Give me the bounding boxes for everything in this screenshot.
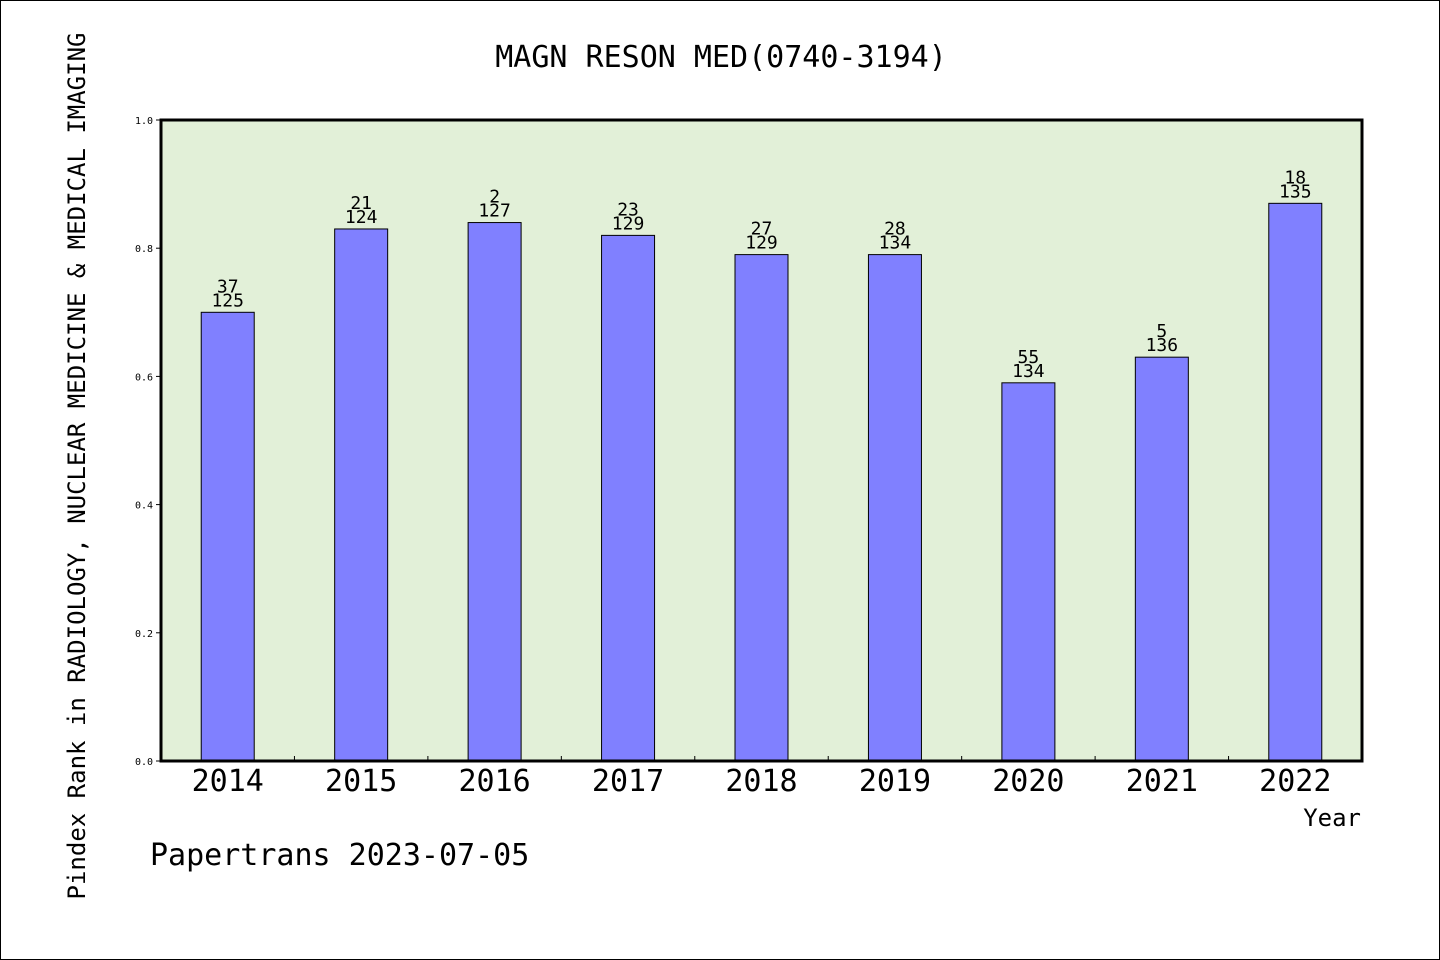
bar-2015 (334, 228, 389, 762)
bar-label-top-2014: 37 (217, 276, 239, 297)
x-tick-label-2014: 2014 (192, 764, 264, 799)
x-tick-label-2022: 2022 (1259, 764, 1331, 799)
bar-label-bottom-2020: 134 (1012, 361, 1045, 382)
y-axis-label: Pindex Rank in RADIOLOGY, NUCLEAR MEDICI… (63, 33, 91, 900)
y-ticks-group: 0.0 0.2 0.4 0.6 0.8 1.0 (135, 116, 161, 768)
x-tick-label-2021: 2021 (1126, 764, 1198, 799)
x-tick-label-2020: 2020 (992, 764, 1064, 799)
bar-label-top-2016: 2 (489, 187, 500, 208)
bars-group (200, 202, 1323, 762)
y-tick-label: 0.4 (135, 501, 153, 512)
bar-label-bottom-2021: 136 (1146, 335, 1179, 356)
y-tick-label: 0.0 (135, 757, 153, 768)
bar-2018 (734, 254, 789, 762)
bar-2014 (200, 311, 255, 762)
bar-2021 (1134, 356, 1189, 762)
bar-label-bottom-2019: 134 (879, 233, 912, 254)
bar-label-top-2015: 21 (350, 193, 372, 214)
bar-label-bottom-2016: 127 (478, 201, 511, 222)
bar-label-top-2020: 55 (1018, 347, 1040, 368)
y-tick-label: 0.8 (135, 244, 153, 255)
bar-2019 (867, 254, 922, 762)
y-tick-label: 0.2 (135, 629, 153, 640)
chart-title: MAGN RESON MED(0740-3194) (495, 40, 947, 75)
bar-2017 (601, 234, 656, 762)
plot-border (159, 118, 1364, 763)
y-tick-label: 0.6 (135, 372, 153, 383)
bar-label-top-2021: 5 (1156, 321, 1167, 342)
x-tick-label-2016: 2016 (458, 764, 530, 799)
bar-label-top-2022: 18 (1284, 167, 1306, 188)
bar-label-top-2019: 28 (884, 219, 906, 240)
bar-2020 (1001, 382, 1056, 762)
y-tick-label: 1.0 (135, 116, 153, 127)
x-axis-label: Year (1303, 804, 1361, 832)
x-tick-label-2015: 2015 (325, 764, 397, 799)
bar-label-bottom-2022: 135 (1279, 181, 1312, 202)
bar-label-top-2018: 27 (751, 219, 773, 240)
bar-2022 (1268, 202, 1323, 762)
footer-watermark: Papertrans 2023-07-05 (150, 838, 529, 873)
x-tick-label-2019: 2019 (859, 764, 931, 799)
bar-label-bottom-2018: 129 (745, 233, 778, 254)
x-ticks-group: 2014 2015 2016 2017 2018 2019 2020 2021 2022 (192, 756, 1331, 799)
bar-label-top-2017: 23 (617, 199, 639, 220)
bar-label-bottom-2015: 124 (345, 207, 378, 228)
bar-label-bottom-2017: 129 (612, 213, 645, 234)
bar-2016 (467, 222, 522, 762)
x-tick-label-2017: 2017 (592, 764, 664, 799)
bar-label-bottom-2014: 125 (211, 290, 244, 311)
x-tick-label-2018: 2018 (725, 764, 797, 799)
